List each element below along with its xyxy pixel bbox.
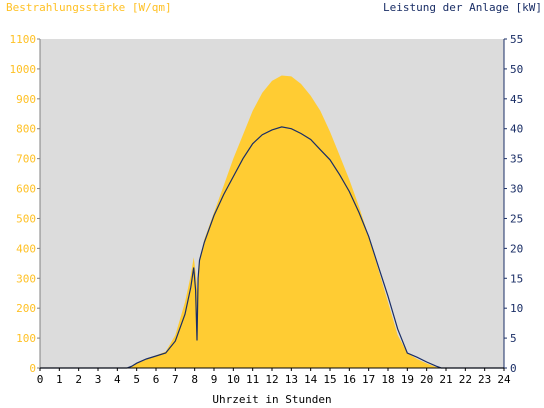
- right-tick-label: 25: [510, 212, 523, 225]
- x-axis-title: Uhrzeit in Stunden: [212, 393, 332, 406]
- irradiance-area-layer: [40, 75, 504, 368]
- left-tick-label: 600: [16, 183, 36, 196]
- axes: 0100200300400500600700800900100011000510…: [10, 33, 524, 386]
- x-tick-label: 16: [343, 373, 356, 386]
- left-tick-label: 100: [16, 332, 36, 345]
- x-tick-label: 9: [211, 373, 218, 386]
- power-line-layer: [40, 126, 504, 369]
- left-tick-label: 1000: [10, 63, 37, 76]
- x-tick-label: 10: [227, 373, 240, 386]
- right-axis-title: Leistung der Anlage [kW]: [383, 1, 542, 14]
- right-tick-label: 40: [510, 123, 523, 136]
- x-tick-label: 2: [75, 373, 82, 386]
- x-tick-label: 19: [401, 373, 414, 386]
- left-tick-label: 900: [16, 93, 36, 106]
- x-tick-label: 1: [56, 373, 63, 386]
- x-tick-label: 7: [172, 373, 179, 386]
- left-tick-label: 500: [16, 212, 36, 225]
- x-tick-label: 22: [459, 373, 472, 386]
- x-tick-label: 17: [362, 373, 375, 386]
- x-tick-label: 6: [153, 373, 160, 386]
- left-tick-label: 300: [16, 272, 36, 285]
- x-tick-label: 5: [133, 373, 140, 386]
- power-line: [40, 126, 504, 369]
- left-tick-label: 800: [16, 123, 36, 136]
- right-tick-label: 10: [510, 302, 523, 315]
- x-tick-label: 12: [265, 373, 278, 386]
- x-tick-label: 14: [304, 373, 318, 386]
- x-tick-label: 18: [381, 373, 394, 386]
- left-tick-label: 700: [16, 153, 36, 166]
- x-tick-label: 4: [114, 373, 121, 386]
- left-tick-label: 200: [16, 302, 36, 315]
- right-tick-label: 5: [510, 332, 517, 345]
- irradiance-area: [40, 75, 504, 368]
- right-tick-label: 0: [510, 362, 517, 375]
- x-tick-label: 15: [323, 373, 336, 386]
- x-tick-label: 23: [478, 373, 491, 386]
- x-tick-label: 3: [95, 373, 102, 386]
- x-tick-label: 0: [37, 373, 44, 386]
- right-tick-label: 30: [510, 183, 523, 196]
- x-tick-label: 8: [191, 373, 198, 386]
- right-tick-label: 45: [510, 93, 523, 106]
- left-tick-label: 1100: [10, 33, 37, 46]
- left-axis-title: Bestrahlungsstärke [W/qm]: [6, 1, 172, 14]
- x-tick-label: 20: [420, 373, 433, 386]
- right-tick-label: 50: [510, 63, 523, 76]
- x-tick-label: 21: [439, 373, 452, 386]
- right-tick-label: 35: [510, 153, 523, 166]
- left-tick-label: 400: [16, 242, 36, 255]
- right-tick-label: 55: [510, 33, 523, 46]
- right-tick-label: 20: [510, 242, 523, 255]
- x-tick-label: 11: [246, 373, 259, 386]
- x-tick-label: 24: [497, 373, 511, 386]
- x-tick-label: 13: [285, 373, 298, 386]
- left-tick-label: 0: [29, 362, 36, 375]
- right-tick-label: 15: [510, 272, 523, 285]
